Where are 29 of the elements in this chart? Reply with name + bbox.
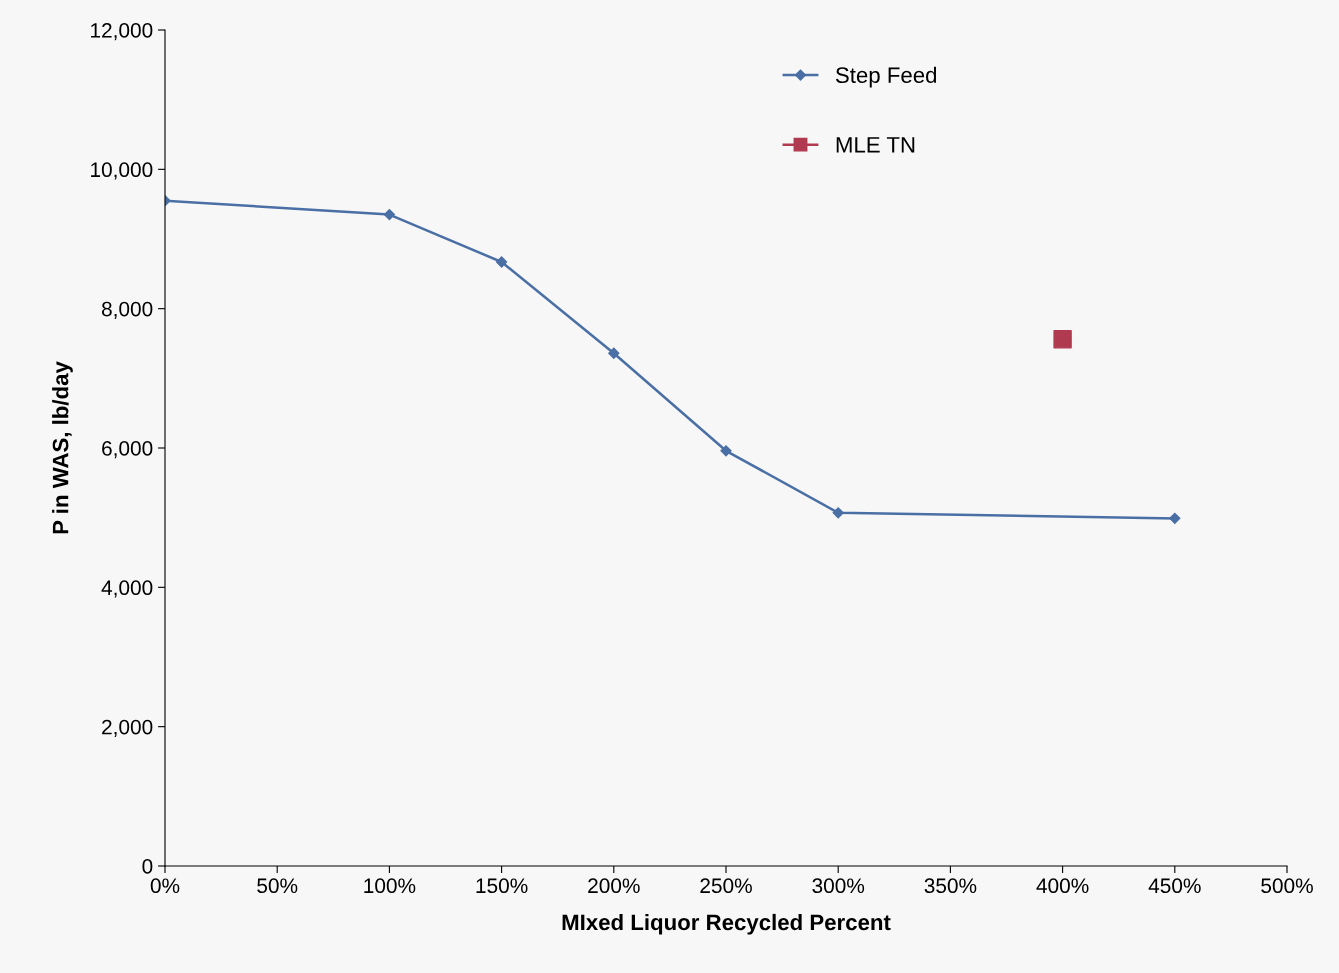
point [832, 507, 844, 519]
x-tick-label: 450% [1148, 878, 1201, 894]
x-axis-title: MIxed Liquor Recycled Percent [562, 913, 891, 935]
y-axis-title: P in WAS, lb/day [52, 361, 73, 534]
x-tick-label: 150% [476, 878, 528, 894]
x-tick-label: 400% [1036, 878, 1089, 894]
point [495, 256, 508, 268]
x-tick-label: 100% [364, 878, 416, 894]
legend-label: Step Feed [835, 66, 937, 88]
y-tick-label: 12,000 [91, 23, 153, 41]
y-tick-label: 2,000 [102, 719, 153, 737]
legend-label: MLE TN [836, 137, 915, 153]
x-tick-label: 350% [924, 878, 977, 894]
x-tick-label: 300% [812, 878, 865, 894]
y-tick-label: 4,000 [101, 580, 153, 598]
y-tick-label: 8,000 [101, 301, 153, 319]
x-tick-label: 200% [588, 878, 640, 894]
y-tick-label: 0 [142, 859, 153, 874]
point [1169, 512, 1181, 524]
y-tick-label: 10,000 [91, 162, 153, 180]
x-tick-label: 250% [700, 878, 752, 894]
x-tick-label: 50% [257, 878, 298, 894]
x-tick-label: 0% [150, 878, 180, 894]
point [720, 445, 732, 457]
y-tick-label: 6,000 [102, 441, 153, 459]
x-tick-label: 500% [1261, 878, 1313, 894]
point [1053, 330, 1072, 349]
point [608, 347, 620, 359]
point [383, 209, 396, 221]
